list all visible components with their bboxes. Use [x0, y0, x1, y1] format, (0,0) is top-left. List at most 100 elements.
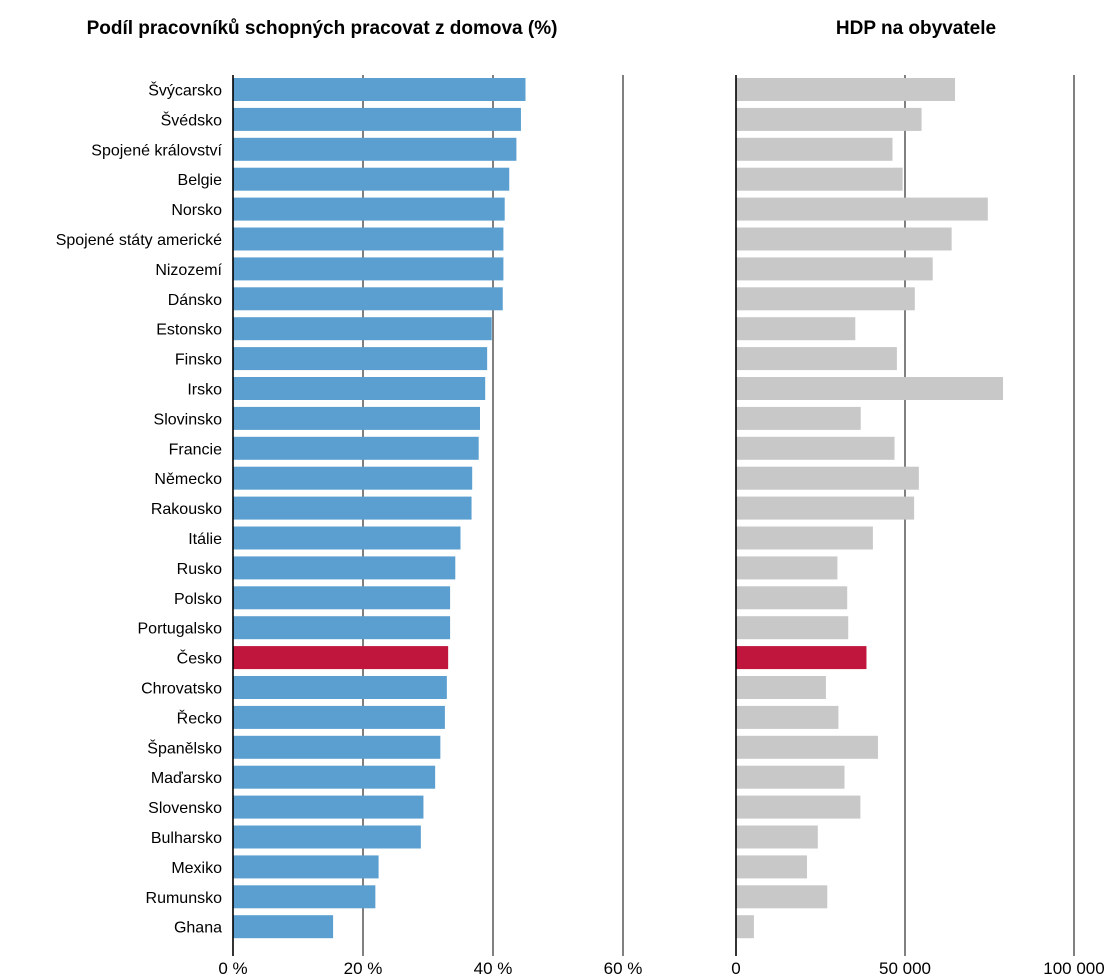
left-bar — [233, 855, 379, 879]
right-bar — [736, 705, 839, 729]
right-bar — [736, 825, 818, 849]
left-bar — [233, 646, 449, 670]
category-label: Dánsko — [168, 292, 222, 309]
right-bar — [736, 317, 856, 341]
right-bar — [736, 855, 807, 879]
category-label: Belgie — [178, 172, 223, 189]
right-tick-label: 100 000 — [1043, 959, 1104, 978]
category-label: Řecko — [177, 708, 222, 727]
right-bar — [736, 616, 849, 640]
left-bar — [233, 526, 461, 550]
category-label: Chrovatsko — [141, 681, 222, 698]
category-label: Rumunsko — [146, 890, 223, 907]
right-bar — [736, 347, 897, 371]
right-bar — [736, 137, 893, 161]
right-tick-label: 50 000 — [879, 959, 931, 978]
right-bar — [736, 257, 933, 281]
category-label: Maďarsko — [151, 770, 222, 787]
category-label: Portugalsko — [138, 621, 223, 638]
left-tick-label: 60 % — [604, 959, 643, 978]
left-bar — [233, 107, 521, 131]
left-bar — [233, 287, 503, 311]
right-bar — [736, 556, 838, 580]
right-bar — [736, 436, 895, 460]
category-label: Rusko — [177, 561, 222, 578]
category-label: Švýcarsko — [148, 81, 222, 100]
category-label: Polsko — [174, 591, 222, 608]
category-label: Spojené království — [91, 142, 222, 159]
right-bar — [736, 586, 848, 610]
left-bar — [233, 705, 445, 729]
left-bar — [233, 317, 492, 341]
category-label: Německo — [154, 471, 222, 488]
right-bar — [736, 78, 956, 101]
right-bar — [736, 646, 867, 670]
right-bar — [736, 735, 878, 759]
category-label: Švédsko — [161, 110, 222, 129]
category-labels: Švýcarsko Švédsko Spojené království Belgie… — [56, 81, 223, 937]
right-bar — [736, 377, 1004, 400]
left-bar — [233, 167, 510, 191]
left-tick-label: 40 % — [474, 959, 513, 978]
category-label: Španělsko — [147, 738, 222, 757]
left-bar — [233, 436, 479, 460]
category-label: Irsko — [187, 382, 222, 399]
left-bar — [233, 676, 447, 699]
right-bar — [736, 227, 952, 251]
category-label: Finsko — [175, 352, 222, 369]
left-bar — [233, 586, 451, 610]
right-tick-label: 0 — [731, 959, 740, 978]
left-bar — [233, 347, 488, 371]
right-bar — [736, 676, 826, 699]
left-bar — [233, 406, 480, 430]
right-bar — [736, 915, 754, 939]
right-chart-panel: 0 50 000 100 000 — [731, 75, 1105, 978]
category-label: Česko — [177, 649, 222, 668]
right-bar — [736, 795, 861, 819]
left-bar — [233, 825, 421, 849]
category-label: Itálie — [188, 531, 222, 548]
left-bar — [233, 78, 526, 101]
category-label: Francie — [169, 441, 222, 458]
category-label: Nizozemí — [155, 262, 222, 279]
category-label: Mexiko — [171, 860, 222, 877]
left-bar — [233, 885, 376, 909]
right-bar — [736, 765, 845, 789]
left-bar — [233, 795, 424, 819]
category-label: Norsko — [171, 202, 222, 219]
left-tick-label: 0 % — [218, 959, 247, 978]
category-label: Spojené státy americké — [56, 232, 222, 249]
left-bar — [233, 137, 517, 161]
right-bar — [736, 287, 915, 311]
left-bar — [233, 496, 472, 520]
left-bar — [233, 197, 505, 221]
category-label: Slovensko — [148, 800, 222, 817]
right-bar — [736, 167, 903, 191]
right-bar — [736, 406, 861, 430]
left-chart-panel: 0 % 20 % 40 % 60 % — [218, 75, 642, 978]
left-chart-title: Podíl pracovníků schopných pracovat z do… — [87, 18, 558, 39]
right-bar — [736, 496, 915, 520]
right-bar — [736, 466, 919, 490]
category-label: Estonsko — [156, 322, 222, 339]
left-tick-label: 20 % — [344, 959, 383, 978]
left-bar — [233, 227, 504, 251]
left-bar — [233, 616, 451, 640]
left-bar — [233, 377, 486, 400]
right-bar — [736, 107, 922, 131]
left-bar — [233, 466, 473, 490]
category-label: Bulharsko — [151, 830, 222, 847]
category-label: Slovinsko — [154, 411, 223, 428]
right-bar — [736, 197, 988, 221]
left-bar — [233, 765, 436, 789]
left-bar — [233, 556, 456, 580]
left-bar — [233, 915, 334, 939]
left-bar — [233, 735, 441, 759]
right-bar — [736, 526, 873, 550]
left-bar — [233, 257, 504, 281]
right-bar — [736, 885, 828, 909]
category-label: Rakousko — [151, 501, 222, 518]
category-label: Ghana — [174, 920, 222, 937]
